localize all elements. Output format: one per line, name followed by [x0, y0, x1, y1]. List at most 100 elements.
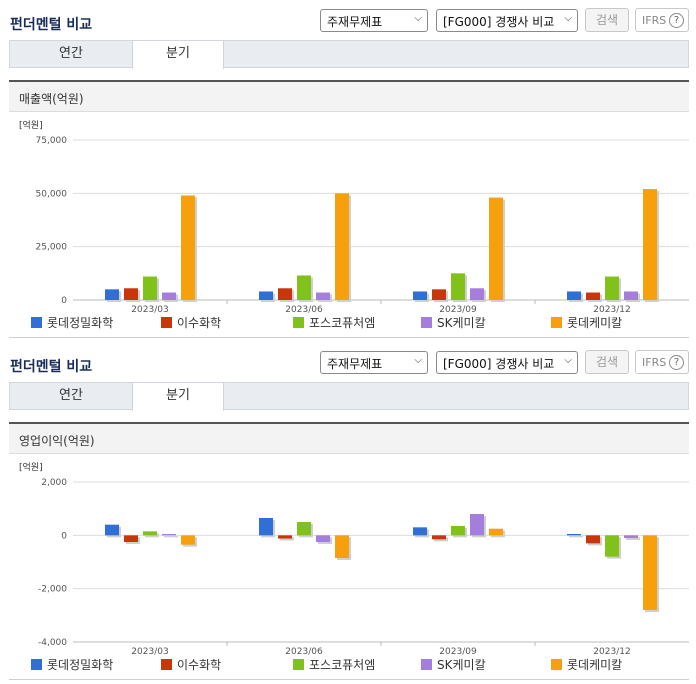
bar[interactable] [432, 289, 446, 300]
search-button[interactable]: 검색 [585, 8, 629, 32]
ifrs-button[interactable]: IFRS ? [635, 350, 689, 374]
bar[interactable] [316, 535, 330, 542]
bar[interactable] [470, 514, 484, 536]
chart-svg: [억원] -4,000 -2,000 0 2,000 2023/03 2023/06 2023… [19, 461, 689, 657]
y-tick-label: 50,000 [36, 189, 68, 199]
bar[interactable] [105, 289, 119, 300]
ifrs-button[interactable]: IFRS ? [635, 8, 689, 32]
tab-annual[interactable]: 연간 [59, 46, 83, 61]
bar[interactable] [489, 197, 503, 300]
bar[interactable] [643, 189, 657, 300]
bar[interactable] [335, 193, 349, 300]
bar[interactable] [278, 288, 292, 300]
legend-label: 롯데정밀화학 [47, 316, 114, 330]
bar[interactable] [124, 288, 138, 300]
x-tick-label: 2023/03 [131, 305, 168, 315]
legend-label: 롯데정밀화학 [47, 658, 114, 672]
bar[interactable] [259, 291, 273, 300]
bar[interactable] [605, 535, 619, 557]
x-tick-label: 2023/03 [131, 647, 168, 657]
compare-select[interactable]: [FG000] 경쟁사 비교 ⌵ [436, 9, 578, 32]
period-tabs: 연간 분기 [9, 40, 689, 69]
bar[interactable] [624, 291, 638, 300]
bar-shadow [626, 537, 640, 540]
y-tick-label: 0 [61, 296, 67, 306]
bar[interactable] [162, 534, 176, 536]
y-unit-label: [억원] [19, 461, 43, 473]
legend-label: 포스코퓨처엠 [309, 658, 376, 672]
section-header: 펀더멘털 비교 주재무제표 ⌵ [FG000] 경쟁사 비교 ⌵ 검색 IFRS… [0, 0, 696, 40]
bar[interactable] [451, 526, 465, 536]
compare-select-value: [FG000] 경쟁사 비교 [443, 15, 555, 29]
x-tick-label: 2023/12 [593, 305, 630, 315]
section-header: 펀더멘털 비교 주재무제표 ⌵ [FG000] 경쟁사 비교 ⌵ 검색 IFRS… [0, 342, 696, 382]
chart-legend: 롯데정밀화학 이수화학 포스코퓨처엠 SK케미칼 롯데케미칼 [31, 314, 671, 330]
x-tick-label: 2023/09 [439, 305, 477, 315]
bar[interactable] [413, 291, 427, 300]
tab-annual[interactable]: 연간 [59, 388, 83, 403]
bar[interactable] [181, 535, 195, 545]
bar[interactable] [278, 535, 292, 539]
operating-profit-bar-chart: [억원] -4,000 -2,000 0 2,000 2023/03 2023/06 2023… [9, 458, 689, 658]
bar[interactable] [143, 276, 157, 300]
y-tick-label: -2,000 [38, 585, 67, 595]
legend-swatch [551, 659, 562, 670]
legend-label: 포스코퓨처엠 [309, 316, 376, 330]
bar[interactable] [489, 528, 503, 536]
bar[interactable] [297, 275, 311, 300]
panel-header: 영업이익(억원) [9, 424, 689, 454]
bar[interactable] [143, 531, 157, 536]
statement-select-value: 주재무제표 [327, 357, 383, 371]
bar[interactable] [586, 535, 600, 544]
bar[interactable] [624, 535, 638, 538]
y-tick-label: 0 [61, 531, 67, 541]
bar[interactable] [567, 291, 581, 300]
y-tick-label: 25,000 [36, 243, 68, 253]
tab-quarterly[interactable]: 분기 [132, 383, 224, 411]
bar[interactable] [586, 292, 600, 300]
legend-label: 이수화학 [177, 658, 222, 672]
bar[interactable] [567, 534, 581, 536]
legend-swatch [551, 317, 562, 328]
statement-select[interactable]: 주재무제표 ⌵ [320, 9, 428, 32]
bar[interactable] [181, 195, 195, 300]
chevron-down-icon: ⌵ [564, 13, 572, 24]
bar[interactable] [105, 524, 119, 536]
ifrs-label: IFRS [642, 14, 667, 27]
y-unit-label: [억원] [19, 119, 43, 131]
bar-shadow [569, 536, 583, 538]
panel-title: 매출액(억원) [19, 92, 84, 106]
bar[interactable] [124, 535, 138, 542]
bar[interactable] [605, 276, 619, 300]
bar[interactable] [316, 292, 330, 300]
bar-shadow [164, 536, 178, 538]
legend-swatch [421, 317, 432, 328]
compare-select[interactable]: [FG000] 경쟁사 비교 ⌵ [436, 351, 578, 374]
bar[interactable] [451, 273, 465, 300]
help-icon[interactable]: ? [669, 355, 684, 370]
legend-swatch [31, 659, 42, 670]
bar[interactable] [432, 535, 446, 540]
legend-swatch [161, 659, 172, 670]
statement-select[interactable]: 주재무제표 ⌵ [320, 351, 428, 374]
chevron-down-icon: ⌵ [414, 355, 422, 366]
panel-title: 영업이익(억원) [19, 434, 95, 448]
legend-label: 롯데케미칼 [567, 316, 623, 330]
search-button[interactable]: 검색 [585, 350, 629, 374]
panel-header: 매출액(억원) [9, 82, 689, 112]
bar[interactable] [335, 535, 349, 558]
bar[interactable] [297, 522, 311, 536]
fundamental-section-sales: 펀더멘털 비교 주재무제표 ⌵ [FG000] 경쟁사 비교 ⌵ 검색 IFRS… [0, 0, 696, 338]
tab-quarterly[interactable]: 분기 [132, 41, 224, 69]
bar-shadow [280, 537, 294, 541]
bar[interactable] [259, 518, 273, 536]
chart-panel: 매출액(억원) [억원] 0 25,000 50,000 75,000 2023/03 20… [9, 80, 689, 338]
bar[interactable] [470, 288, 484, 300]
chart-panel: 영업이익(억원) [억원] -4,000 -2,000 0 2,000 2023/03 20… [9, 422, 689, 680]
help-icon[interactable]: ? [669, 13, 684, 28]
bar[interactable] [413, 527, 427, 536]
bar[interactable] [162, 292, 176, 300]
x-tick-label: 2023/06 [285, 647, 323, 657]
statement-select-value: 주재무제표 [327, 15, 383, 29]
bar[interactable] [643, 535, 657, 610]
